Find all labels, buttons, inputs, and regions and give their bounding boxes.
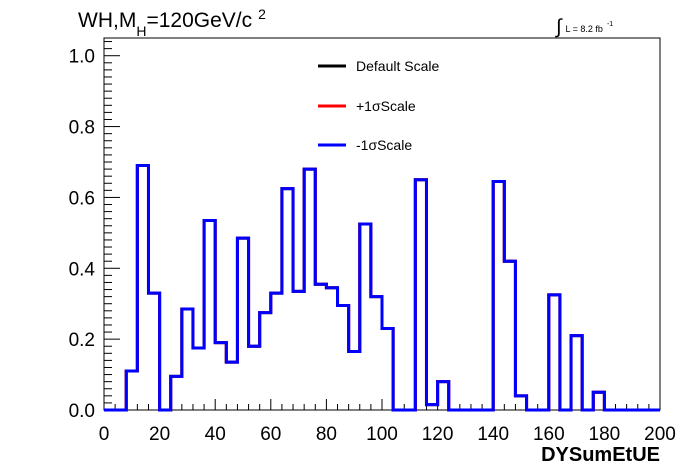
x-tick-label: 160 [533,424,565,445]
x-tick-label: 0 [99,424,110,445]
legend-label-plus-sigma: +1σScale [356,98,416,114]
x-tick-label: 60 [260,424,281,445]
histogram-series-2 [104,164,660,412]
y-tick-label: 0.0 [69,401,95,422]
y-tick-label: 0.4 [69,259,96,280]
title-main: WH,M [78,9,136,32]
title-rest: =120GeV/c [146,9,252,32]
y-tick-label: 0.6 [69,188,95,209]
legend-label-minus-sigma: -1σScale [356,137,412,153]
x-tick-label: 120 [422,424,454,445]
histogram-lines [104,164,660,412]
axis-ticks: 0 20 40 60 80 100 120 140 160 180 200 0.0 0.2 0.4 0.6 0… [69,41,676,445]
x-tick-label: 40 [205,424,226,445]
y-tick-label: 0.8 [69,118,95,139]
lumi-superscript: -1 [607,21,613,28]
x-tick-label: 140 [477,424,509,445]
lumi-text: L = 8.2 fb [565,24,602,34]
y-tick-label: 1.0 [69,47,95,68]
x-tick-label: 100 [366,424,398,445]
x-tick-label: 200 [644,424,676,445]
legend-label-default-scale: Default Scale [356,58,439,74]
lumi-label: ∫ L = 8.2 fb -1 [555,16,613,38]
title-subscript: H [136,23,146,39]
legend: Default Scale +1σScale -1σScale [318,58,439,153]
lumi-integral: ∫ [555,16,563,38]
y-tick-label: 0.2 [69,330,95,351]
title-superscript: 2 [258,6,266,22]
chart-title: WH,MH=120GeV/c 2 [78,6,266,39]
x-tick-label: 180 [589,424,621,445]
x-tick-label: 20 [149,424,170,445]
x-axis-label: DYSumEtUE [541,444,660,466]
x-tick-label: 80 [316,424,337,445]
